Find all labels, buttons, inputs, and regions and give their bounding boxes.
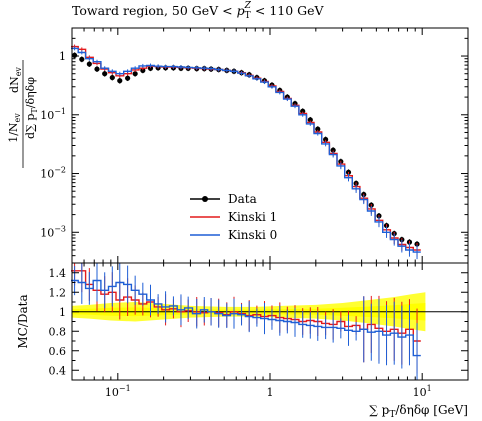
legend-label-kinski0: Kinski 0 [228, 228, 277, 242]
y-tick-label: 10−3 [40, 224, 66, 239]
x-axis-label: ∑ pT/δηδφ [GeV] [369, 403, 468, 420]
chart-title: Toward region, 50 GeV < pTZ < 110 GeV [72, 1, 325, 21]
data-point [86, 61, 92, 67]
kinski0-ratio-line [71, 279, 421, 357]
ratio-y-tick-label: 1.2 [49, 286, 67, 299]
main-y-label-numerator: dNev [8, 67, 23, 93]
ratio-y-tick-label: 1.4 [49, 267, 67, 280]
y-tick-label: 1 [59, 50, 66, 63]
y-tick-label: 10−2 [40, 166, 66, 181]
data-point [307, 117, 313, 123]
x-tick-label: 1 [267, 386, 274, 399]
legend-label-data: Data [228, 192, 257, 206]
data-point [132, 71, 138, 77]
data-point [117, 78, 123, 84]
data-point [79, 56, 85, 62]
data-point [315, 126, 321, 132]
data-point [71, 52, 78, 58]
data-point [330, 147, 336, 153]
x-tick-label: 10−1 [105, 384, 131, 399]
legend-marker-data [202, 196, 208, 202]
data-point [102, 71, 108, 77]
kinski0-line [71, 47, 421, 253]
data-point [300, 108, 306, 114]
ratio-y-tick-label: 0.4 [49, 364, 67, 377]
data-point [125, 75, 131, 81]
data-point [94, 66, 100, 72]
legend: Data Kinski 1 Kinski 0 [190, 192, 277, 242]
x-tick-label: 101 [413, 384, 432, 399]
ratio-panel: 0.4 0.6 0.8 1 1.2 1.4 10−1 1 101 [49, 262, 469, 399]
ratio-y-tick-label: 0.8 [49, 325, 67, 338]
data-point [140, 67, 146, 73]
legend-label-kinski1: Kinski 1 [228, 210, 277, 224]
ratio-y-axis-label: MC/Data [16, 294, 30, 348]
main-y-label-prefactor: 1/Nev [7, 113, 22, 143]
ratio-y-tick-label: 1 [59, 306, 66, 319]
main-panel: 1 10−1 10−2 10−3 [40, 27, 469, 264]
data-point [109, 74, 115, 81]
data-point [323, 136, 329, 143]
data-point [147, 65, 154, 71]
y-tick-label: 10−1 [40, 107, 66, 122]
ratio-y-tick-label: 0.6 [49, 345, 67, 358]
main-y-label-denominator: d∑ pT/δηδφ [24, 77, 39, 139]
